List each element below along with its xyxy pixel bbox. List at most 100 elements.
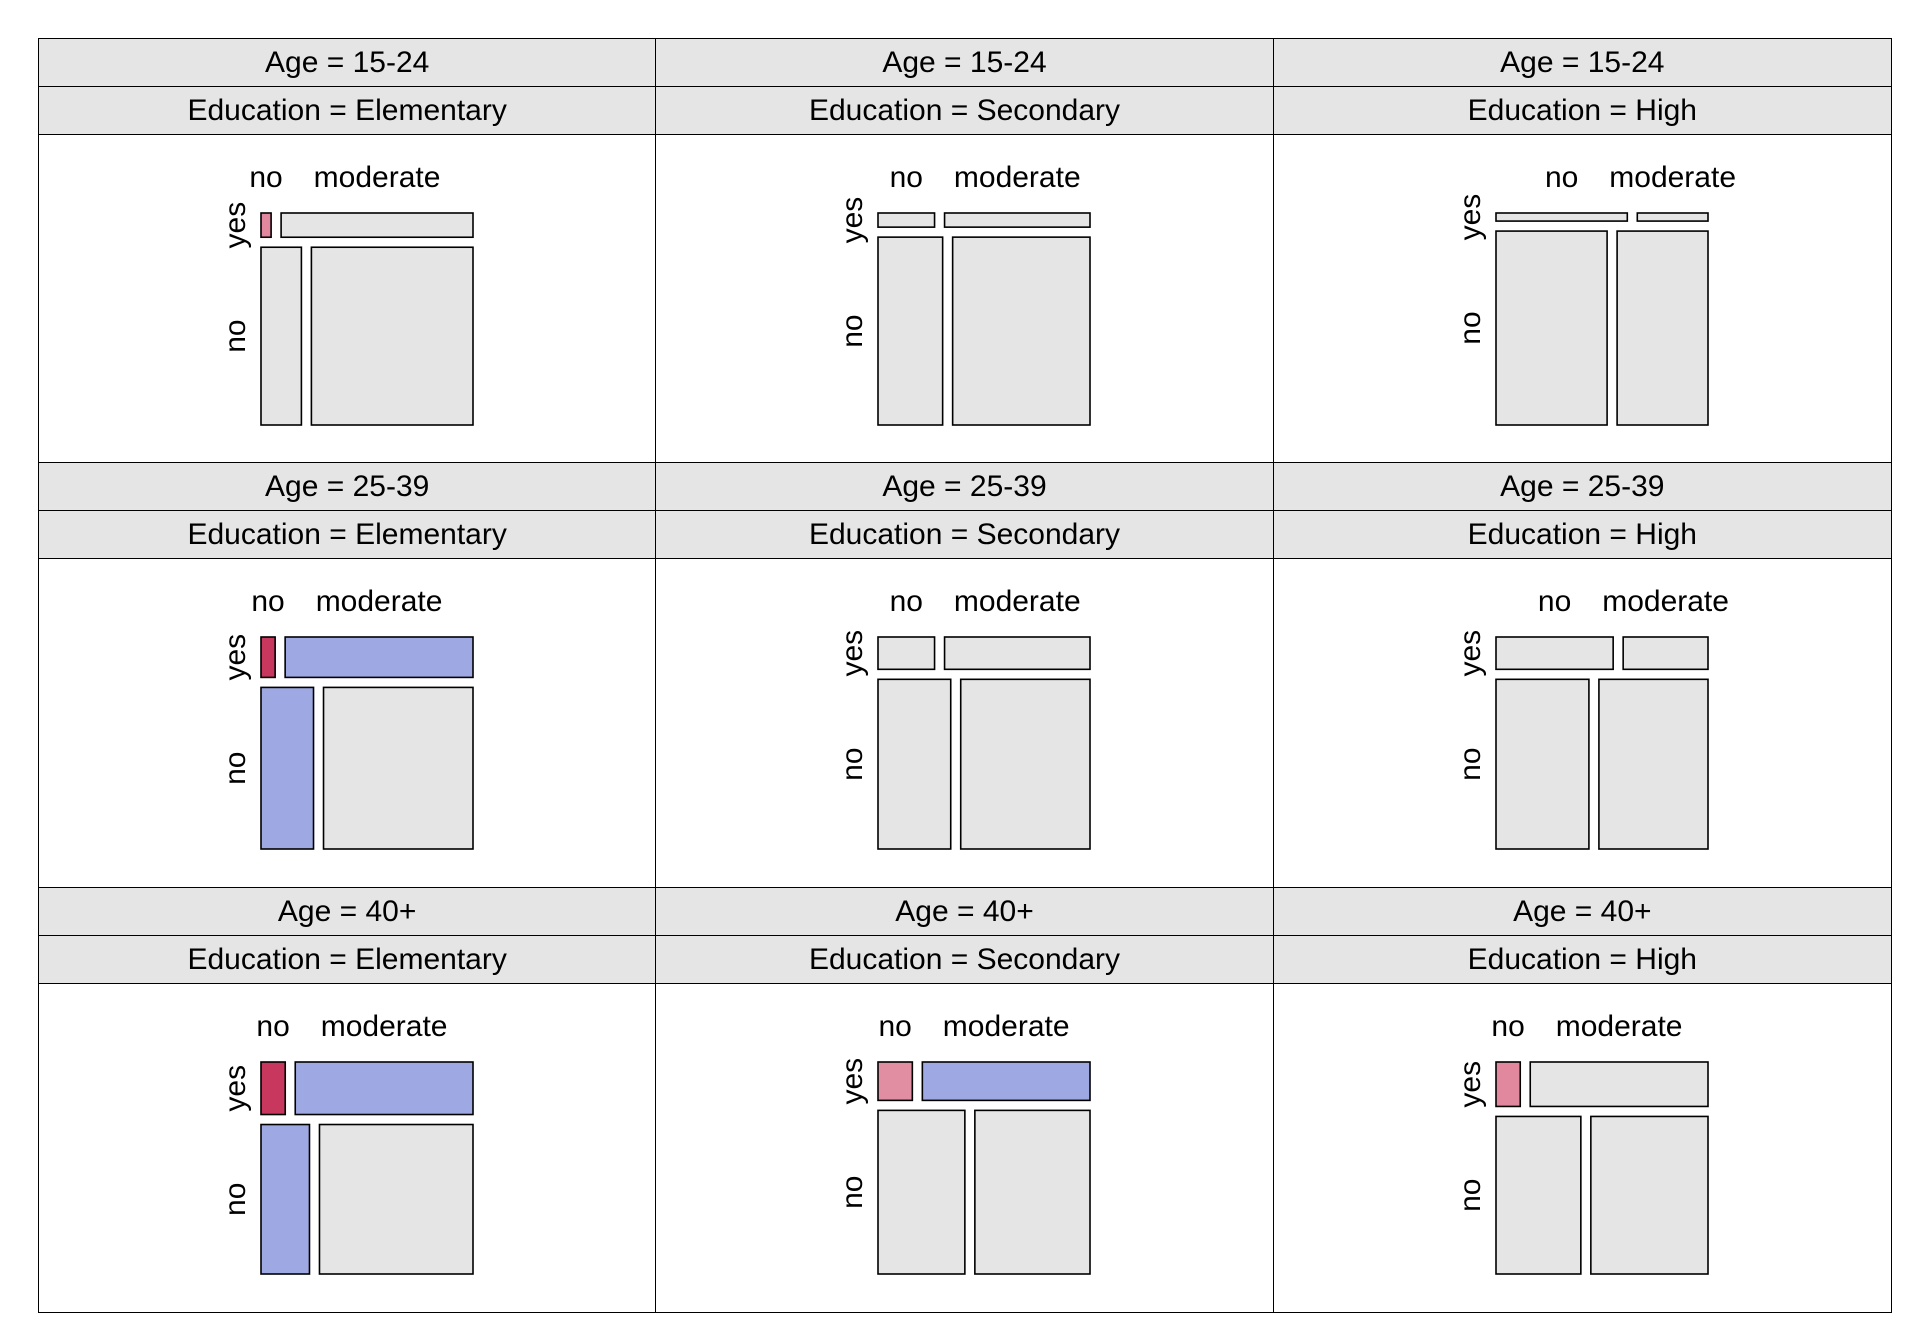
row-label-no: no: [219, 752, 252, 785]
tile-no-no: [877, 678, 952, 851]
tile-yes-moderate: [284, 636, 474, 679]
tile-yes-no: [260, 636, 276, 679]
tile-no-no: [877, 1109, 966, 1275]
tile-yes-moderate: [944, 212, 1092, 228]
tile-yes-moderate: [921, 1060, 1092, 1101]
mosaic-grid: Age = 15-24 Education = Elementary no moder…: [38, 38, 1892, 1313]
column-label-moderate: moderate: [321, 1010, 448, 1043]
row-label-yes: yes: [836, 630, 869, 677]
tile-no-no: [260, 1123, 311, 1275]
tile-yes-moderate: [1622, 636, 1709, 671]
mosaic-plot: no moderate yes no: [39, 559, 655, 886]
column-label-no: no: [1538, 585, 1571, 618]
column-label-moderate: moderate: [316, 585, 443, 618]
column-label-moderate: moderate: [943, 1010, 1070, 1043]
strip-education: Education = High: [1273, 935, 1891, 984]
tile-yes-moderate: [1529, 1060, 1709, 1107]
tile-yes-no: [877, 212, 936, 228]
row-label-yes: yes: [836, 197, 869, 244]
column-label-no: no: [256, 1010, 289, 1043]
row-label-yes: yes: [219, 202, 252, 249]
column-label-no: no: [1491, 1010, 1524, 1043]
mosaic-panel: Age = 25-39 Education = Elementary no moder…: [39, 463, 657, 888]
column-label-moderate: moderate: [954, 585, 1081, 618]
mosaic-panel: Age = 40+ Education = Elementary no moderat…: [39, 887, 657, 1312]
tile-yes-moderate: [280, 212, 474, 239]
row-label-no: no: [219, 319, 252, 352]
strip-education: Education = High: [1273, 87, 1891, 135]
tile-yes-no: [1494, 636, 1614, 671]
tile-yes-moderate: [294, 1060, 474, 1115]
tile-yes-no: [877, 636, 936, 671]
row-label-yes: yes: [1454, 630, 1487, 677]
mosaic-panel: Age = 15-24 Education = High no moderate yes…: [1273, 39, 1891, 464]
mosaic-panel: Age = 15-24 Education = Secondary no modera…: [656, 39, 1274, 464]
strip-age: Age = 15-24: [656, 39, 1273, 87]
mosaic-svg: no moderate yes no: [1454, 585, 1729, 851]
mosaic-plot: no moderate yes no: [39, 135, 655, 462]
row-label-no: no: [219, 1182, 252, 1215]
tile-yes-no: [260, 1060, 287, 1115]
row-label-yes: yes: [1454, 194, 1487, 241]
mosaic-plot: no moderate yes no: [1274, 559, 1891, 886]
tile-yes-moderate: [944, 636, 1092, 671]
tile-no-moderate: [1589, 1115, 1709, 1275]
mosaic-plot: no moderate yes no: [1274, 984, 1891, 1312]
column-label-moderate: moderate: [1555, 1010, 1682, 1043]
mosaic-plot: no moderate yes no: [656, 984, 1272, 1312]
row-label-yes: yes: [219, 634, 252, 681]
tile-no-moderate: [1597, 678, 1709, 851]
row-label-no: no: [1454, 1178, 1487, 1211]
column-label-moderate: moderate: [314, 161, 441, 194]
mosaic-panel: Age = 25-39 Education = High no moderate yes…: [1273, 463, 1891, 888]
mosaic-plot: no moderate yes no: [656, 135, 1272, 462]
tile-yes-no: [1494, 212, 1628, 222]
tile-no-no: [260, 686, 315, 851]
strip-education: Education = High: [1273, 511, 1891, 560]
mosaic-panel: Age = 40+ Education = High no moderate yes no: [1273, 887, 1891, 1312]
mosaic-plot: no moderate yes no: [39, 984, 655, 1312]
strip-age: Age = 15-24: [39, 39, 656, 87]
strip-age: Age = 40+: [1273, 887, 1891, 936]
row-label-no: no: [836, 1175, 869, 1208]
column-label-no: no: [1545, 161, 1578, 194]
tile-yes-no: [877, 1060, 914, 1101]
tile-no-moderate: [974, 1109, 1092, 1275]
column-label-moderate: moderate: [1602, 585, 1729, 618]
tile-no-no: [877, 236, 944, 426]
row-label-yes: yes: [219, 1065, 252, 1112]
mosaic-svg: no moderate yes no: [219, 585, 474, 851]
tile-no-no: [260, 246, 303, 426]
column-label-no: no: [249, 161, 282, 194]
strip-age: Age = 40+: [656, 887, 1273, 936]
row-label-no: no: [836, 314, 869, 347]
strip-education: Education = Secondary: [656, 935, 1273, 984]
strip-education: Education = Elementary: [39, 935, 656, 984]
tile-yes-no: [260, 212, 272, 239]
mosaic-panel: Age = 40+ Education = Secondary no moderate…: [656, 887, 1274, 1312]
strip-age: Age = 25-39: [656, 463, 1273, 512]
tile-no-moderate: [952, 236, 1092, 426]
mosaic-plot: no moderate yes no: [1274, 135, 1891, 462]
row-label-yes: yes: [1454, 1061, 1487, 1108]
tile-no-moderate: [310, 246, 474, 426]
strip-age: Age = 40+: [39, 887, 656, 936]
column-label-no: no: [890, 585, 923, 618]
tile-no-moderate: [1615, 230, 1709, 426]
column-label-no: no: [251, 585, 284, 618]
strip-education: Education = Elementary: [39, 87, 656, 135]
row-label-no: no: [1454, 311, 1487, 344]
tile-no-no: [1494, 230, 1608, 426]
row-label-yes: yes: [836, 1058, 869, 1105]
tile-no-no: [1494, 1115, 1582, 1275]
tile-no-no: [1494, 678, 1590, 851]
strip-age: Age = 15-24: [1273, 39, 1891, 87]
tile-yes-no: [1494, 1060, 1521, 1107]
row-label-no: no: [1454, 748, 1487, 781]
column-label-no: no: [890, 161, 923, 194]
